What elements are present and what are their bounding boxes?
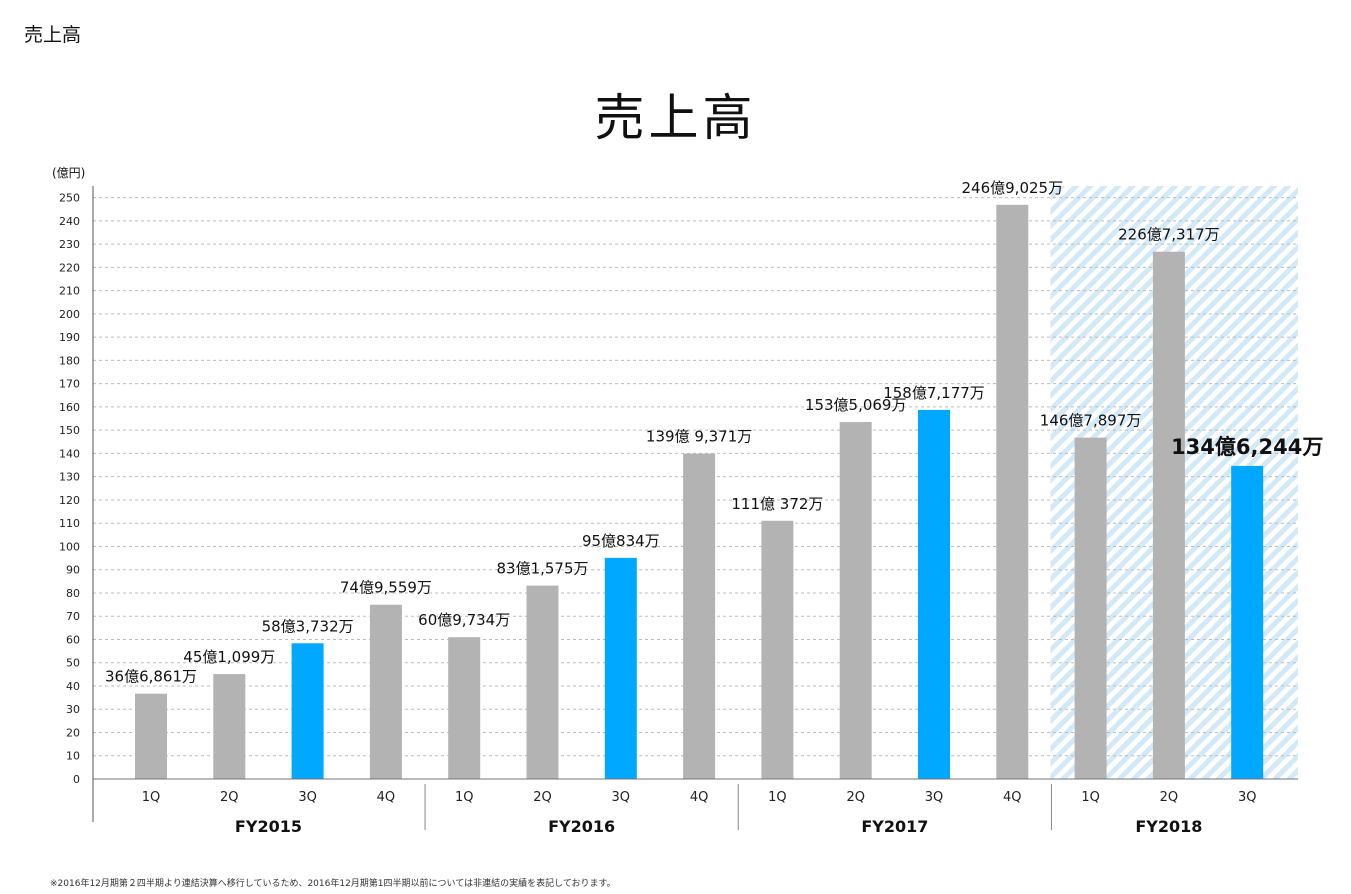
x-tick-label: 4Q [377,790,396,805]
y-tick-label: 160 [59,401,80,414]
y-tick-label: 80 [66,587,80,600]
data-label: 246億9,025万 [962,179,1064,197]
bar [213,674,246,779]
y-tick-label: 200 [59,308,80,321]
data-label: 226億7,317万 [1118,226,1220,244]
x-tick-label: 1Q [768,790,787,805]
y-axis-unit: (億円) [52,166,86,180]
data-label: 111億 372万 [731,495,823,513]
y-tick-label: 130 [59,471,80,484]
y-tick-label: 30 [66,703,80,716]
x-tick-label: 4Q [1003,790,1022,805]
data-label: 60億9,734万 [418,611,510,629]
y-tick-label: 40 [66,680,80,693]
bar [761,520,794,779]
y-tick-label: 100 [59,540,80,553]
x-tick-label: 2Q [533,790,552,805]
bar [369,604,402,779]
x-tick-label: 3Q [1238,790,1257,805]
y-tick-label: 180 [59,354,80,367]
y-tick-label: 50 [66,657,80,670]
data-label: 95億834万 [582,532,660,550]
group-label: FY2018 [1135,817,1202,836]
bar [526,585,559,779]
x-tick-label: 3Q [298,790,317,805]
y-tick-label: 90 [66,564,80,577]
footnote: ※2016年12月期第２四半期より連結決算へ移行しているため、2016年12月期… [50,879,616,889]
y-tick-label: 230 [59,238,80,251]
y-tick-label: 150 [59,424,80,437]
x-tick-label: 1Q [455,790,474,805]
y-tick-label: 240 [59,215,80,228]
bar [604,557,637,779]
bar [291,643,324,779]
data-label: 74億9,559万 [340,579,432,597]
y-tick-label: 70 [66,610,80,623]
y-tick-label: 210 [59,285,80,298]
bar [1074,437,1107,779]
chart-title: 売上高 [594,89,757,147]
y-tick-label: 10 [66,750,80,763]
group-label: FY2017 [861,817,928,836]
bar [918,409,950,779]
bar [1152,251,1185,779]
y-tick-label: 0 [73,773,80,786]
y-tick-label: 60 [66,633,80,646]
y-tick-label: 110 [59,517,80,530]
x-tick-label: 3Q [925,790,944,805]
y-tick-label: 170 [59,378,80,391]
bar [683,453,716,779]
data-label: 158億7,177万 [883,384,985,402]
bar [839,422,872,779]
x-tick-label: 1Q [142,790,161,805]
y-tick-label: 220 [59,261,80,274]
y-tick-label: 140 [59,447,80,460]
group-label: FY2015 [235,817,302,836]
data-label: 146億7,897万 [1040,412,1142,430]
data-label: 36億6,861万 [105,668,197,686]
data-label: 58億3,732万 [262,617,354,635]
data-label: 139億 9,371万 [646,428,752,446]
y-tick-label: 190 [59,331,80,344]
x-tick-label: 2Q [846,790,865,805]
y-tick-label: 250 [59,192,80,205]
x-tick-label: 2Q [220,790,239,805]
y-tick-label: 120 [59,494,80,507]
bar [448,637,481,779]
data-label: 83億1,575万 [496,560,588,578]
y-tick-label: 20 [66,726,80,739]
x-tick-label: 2Q [1160,790,1179,805]
x-tick-label: 4Q [690,790,709,805]
group-label: FY2016 [548,817,615,836]
bar [996,204,1029,779]
bar [1231,465,1264,779]
data-label: 153億5,069万 [805,396,907,414]
x-tick-label: 3Q [612,790,631,805]
x-tick-label: 1Q [1081,790,1100,805]
corner-title: 売上高 [24,24,82,46]
data-label: 134億6,244万 [1171,435,1323,459]
data-label: 45億1,099万 [183,648,275,666]
bar [135,693,167,779]
